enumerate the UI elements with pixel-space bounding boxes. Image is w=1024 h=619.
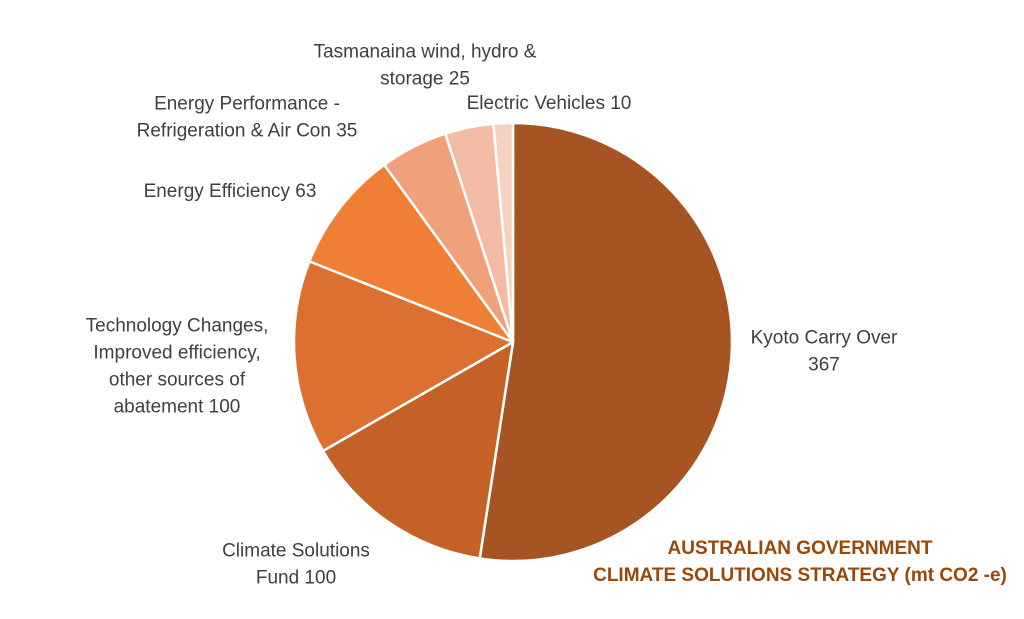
chart-title: AUSTRALIAN GOVERNMENT CLIMATE SOLUTIONS S… [593,538,1007,586]
slice-label-line: Energy Performance - [154,94,340,115]
labels-layer: Kyoto Carry Over 367 Climate Solutions Fund… [86,42,898,589]
slice-label-line: Kyoto Carry Over [751,328,898,349]
slice-label-line: storage 25 [380,69,470,90]
slice-label-line: Tasmanaina wind, hydro & [314,42,537,63]
slice-label-kyoto-carry-over: Kyoto Carry Over 367 [751,328,898,376]
slices-layer [292,121,734,563]
slice-label-line: Energy Efficiency 63 [144,181,317,202]
slice-label-energy-performance-refrigeration-air-con: Energy Performance - Refrigeration & Air … [137,94,358,142]
slice-label-line: Electric Vehicles 10 [467,93,632,114]
slice-label-line: Refrigeration & Air Con 35 [137,121,358,142]
chart-title-line: AUSTRALIAN GOVERNMENT [668,538,933,559]
pie-slice-electric-vehicles [492,121,515,344]
slice-label-climate-solutions-fund: Climate Solutions Fund 100 [222,541,370,589]
pie-slice-technology-changes-improved-efficiency-other-sources-of-abatement [292,260,515,453]
slice-label-line: Improved efficiency, [93,343,260,364]
slice-label-line: other sources of [109,370,246,391]
slice-label-electric-vehicles: Electric Vehicles 10 [467,93,632,114]
slice-label-line: Technology Changes, [86,316,269,337]
slice-label-line: Climate Solutions [222,541,370,562]
pie-slice-kyoto-carry-over [478,121,734,563]
slice-label-line: abatement 100 [114,397,241,418]
chart-title-line: CLIMATE SOLUTIONS STRATEGY (mt CO2 -e) [593,565,1007,586]
pie-slice-energy-efficiency [308,163,515,344]
slice-label-energy-efficiency: Energy Efficiency 63 [144,181,317,202]
slice-label-line: 367 [808,355,840,376]
pie-slice-climate-solutions-fund [321,340,515,560]
slice-label-tasmanaina-wind-hydro-storage: Tasmanaina wind, hydro & storage 25 [314,42,537,90]
slice-label-technology-changes-improved-efficiency-other-sources-of-abatement: Technology Changes, Improved efficiency, o… [86,316,269,418]
slice-label-line: Fund 100 [256,568,336,589]
